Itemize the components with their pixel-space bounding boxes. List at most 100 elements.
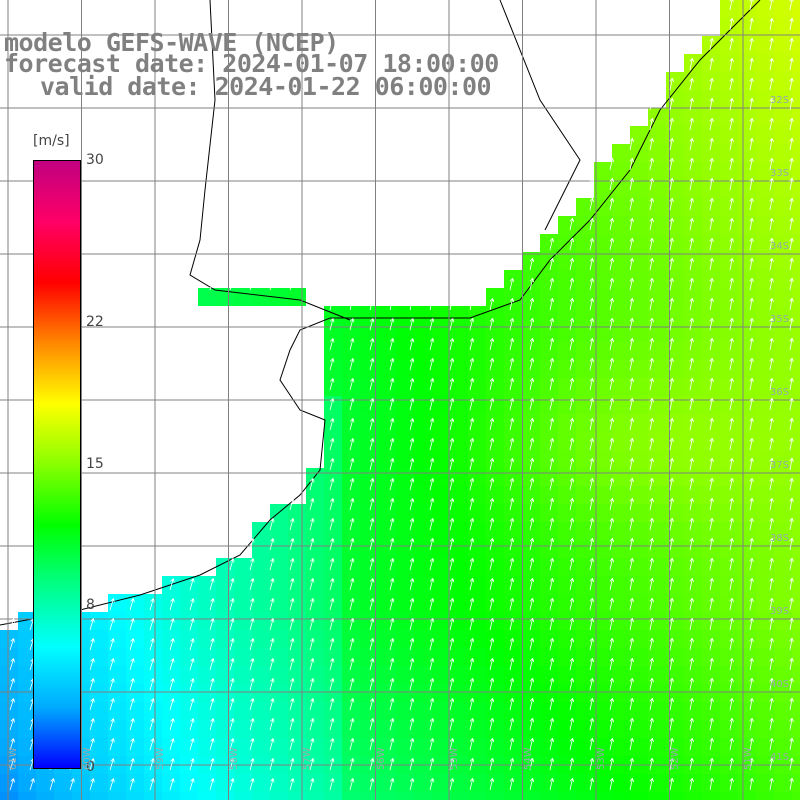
wind-arrow — [369, 658, 375, 671]
wind-speed-cell — [666, 342, 684, 360]
wind-speed-cell — [702, 738, 720, 756]
wind-speed-cell — [486, 720, 504, 738]
wind-speed-cell — [684, 378, 702, 396]
wind-arrow — [769, 637, 774, 651]
wind-speed-cell — [594, 774, 612, 792]
wind-arrow — [409, 538, 415, 551]
wind-arrow — [549, 558, 555, 571]
wind-speed-cell — [756, 162, 774, 180]
wind-arrow — [649, 357, 654, 371]
wind-speed-cell — [522, 720, 540, 738]
wind-speed-cell — [648, 792, 666, 800]
wind-speed-cell — [792, 72, 800, 90]
wind-arrow — [589, 218, 595, 231]
wind-speed-cell — [774, 36, 792, 54]
wind-arrow — [329, 538, 335, 551]
wind-speed-cell — [774, 558, 792, 576]
wind-speed-cell — [144, 720, 162, 738]
wind-arrow — [649, 657, 654, 671]
wind-arrow — [769, 17, 774, 31]
wind-speed-cell — [774, 360, 792, 378]
wind-speed-cell — [342, 414, 360, 432]
wind-arrow — [789, 0, 794, 11]
wind-speed-cell — [306, 594, 324, 612]
wind-speed-cell — [324, 432, 342, 450]
wind-arrow — [609, 637, 615, 651]
wind-arrow — [369, 458, 375, 471]
wind-speed-cell — [180, 792, 198, 800]
wind-arrow — [589, 198, 595, 211]
wind-speed-cell — [198, 594, 216, 612]
wind-speed-cell — [486, 684, 504, 702]
wind-arrow — [689, 697, 694, 711]
wind-speed-cell — [630, 522, 648, 540]
wind-arrow — [669, 637, 674, 651]
wind-speed-cell — [396, 684, 414, 702]
wind-speed-cell — [378, 594, 396, 612]
wind-speed-cell — [774, 450, 792, 468]
wind-speed-cell — [774, 126, 792, 144]
wind-speed-cell — [594, 612, 612, 630]
wind-arrow — [349, 318, 355, 331]
wind-speed-cell — [162, 666, 180, 684]
wind-speed-cell — [594, 252, 612, 270]
wind-speed-cell — [720, 342, 738, 360]
wind-arrow — [589, 698, 595, 711]
wind-arrow — [349, 658, 355, 671]
wind-speed-cell — [486, 738, 504, 756]
wind-arrow — [489, 378, 495, 391]
wind-speed-cell — [702, 342, 720, 360]
wind-speed-cell — [414, 702, 432, 720]
wind-arrow — [729, 317, 734, 331]
wind-speed-cell — [306, 684, 324, 702]
wind-arrow — [689, 777, 694, 791]
wind-arrow — [729, 97, 734, 111]
wind-speed-cell — [576, 270, 594, 288]
wind-arrow — [189, 618, 195, 631]
wind-speed-cell — [54, 774, 72, 792]
wind-speed-cell — [414, 396, 432, 414]
wind-speed-cell — [522, 486, 540, 504]
wind-speed-cell — [702, 198, 720, 216]
wind-arrow — [489, 538, 495, 551]
wind-speed-cell — [468, 630, 486, 648]
wind-arrow — [569, 518, 575, 531]
wind-arrow — [749, 537, 754, 551]
wind-speed-cell — [612, 612, 630, 630]
wind-speed-cell — [792, 108, 800, 126]
wind-arrow — [549, 538, 555, 551]
wind-arrow — [249, 758, 255, 771]
wind-speed-cell — [648, 774, 666, 792]
wind-arrow — [509, 498, 515, 511]
wind-arrow — [229, 738, 235, 751]
wind-speed-cell — [432, 738, 450, 756]
wind-arrow — [489, 358, 495, 371]
wind-speed-cell — [756, 414, 774, 432]
wind-arrow — [649, 737, 654, 751]
wind-arrow — [109, 658, 115, 671]
wind-speed-cell — [684, 702, 702, 720]
wind-speed-cell — [378, 576, 396, 594]
longitude-label: 54W — [522, 747, 534, 770]
wind-speed-cell — [702, 450, 720, 468]
wind-speed-cell — [720, 36, 738, 54]
wind-speed-cell — [468, 360, 486, 378]
wind-arrow — [229, 778, 235, 791]
wind-speed-cell — [576, 324, 594, 342]
wind-speed-cell — [666, 270, 684, 288]
wind-arrow — [569, 318, 575, 331]
wind-arrow — [689, 157, 694, 171]
wind-speed-cell — [306, 486, 324, 504]
wind-speed-cell — [630, 558, 648, 576]
wind-arrow — [9, 638, 15, 651]
wind-speed-cell — [756, 252, 774, 270]
wind-speed-cell — [720, 738, 738, 756]
valid-date: valid date: 2024-01-22 06:00:00 — [40, 72, 492, 101]
wind-speed-cell — [576, 630, 594, 648]
wind-speed-cell — [324, 468, 342, 486]
wind-speed-cell — [684, 234, 702, 252]
wind-arrow — [489, 598, 495, 611]
wind-arrow — [469, 318, 475, 331]
wind-speed-cell — [576, 612, 594, 630]
wind-speed-cell — [720, 486, 738, 504]
